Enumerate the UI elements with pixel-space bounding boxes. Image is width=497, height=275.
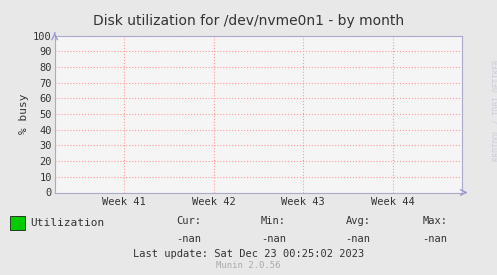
Text: RRDTOOL / TOBI OETIKER: RRDTOOL / TOBI OETIKER	[492, 59, 497, 161]
Text: -nan: -nan	[422, 234, 447, 244]
Text: Utilization: Utilization	[30, 218, 104, 228]
Text: -nan: -nan	[176, 234, 201, 244]
Text: Max:: Max:	[422, 216, 447, 226]
Text: Disk utilization for /dev/nvme0n1 - by month: Disk utilization for /dev/nvme0n1 - by m…	[93, 14, 404, 28]
Text: Munin 2.0.56: Munin 2.0.56	[216, 260, 281, 270]
Text: Last update: Sat Dec 23 00:25:02 2023: Last update: Sat Dec 23 00:25:02 2023	[133, 249, 364, 259]
Text: Cur:: Cur:	[176, 216, 201, 226]
Text: -nan: -nan	[345, 234, 370, 244]
Y-axis label: % busy: % busy	[19, 94, 29, 134]
Text: Min:: Min:	[261, 216, 286, 226]
Text: -nan: -nan	[261, 234, 286, 244]
Text: Avg:: Avg:	[345, 216, 370, 226]
